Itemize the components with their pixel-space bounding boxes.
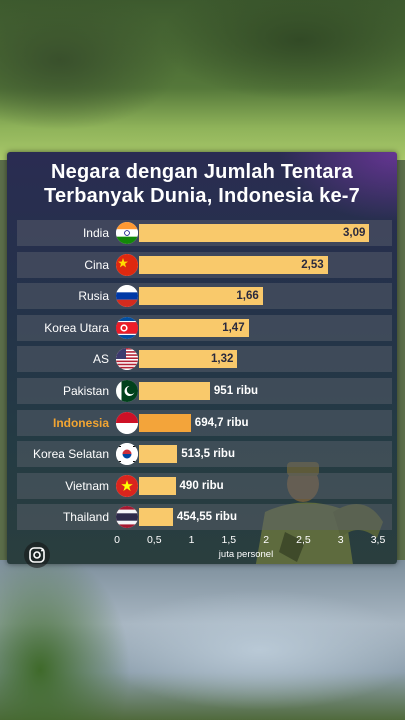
x-tick-label: 3,5 [370,534,386,546]
card-glow [277,152,397,222]
soldier-saluting-image [255,462,383,564]
data-label: 513,5 ribu [181,448,235,461]
category-label: Korea Selatan [32,447,109,462]
pakistan-flag-icon [116,380,138,402]
bar-row: India 3,09 [17,220,392,246]
category-label: Vietnam [65,478,109,493]
data-label: 694,7 ribu [194,416,249,429]
data-label: 1,32 [211,353,234,366]
category-label: Pakistan [62,384,109,398]
bar-rows: India 3,09 Cina 2,53 Rusia 1,66 Korea Utara 1,4… [7,152,397,564]
bar-row: Korea Utara 1,47 [17,314,392,341]
x-tick-label: 1 [188,534,195,546]
x-tick-label: 1,5 [221,534,237,546]
india-flag-icon [116,222,138,244]
chart-card: Negara dengan Jumlah Tentara Terbanyak D… [7,152,397,564]
category-label: AS [92,352,109,367]
data-label: 454,55 ribu [176,511,237,524]
south-korea-flag-icon [116,443,138,466]
bar [139,318,249,337]
x-axis-label: juta personel [218,549,274,560]
thailand-flag-icon [116,506,138,529]
indonesia-flag-icon [116,411,138,434]
category-label: India [82,226,109,240]
chart-title: Negara dengan Jumlah Tentara Terbanyak D… [7,160,397,208]
chart-title-line-2: Terbanyak Dunia, Indonesia ke-7 [44,185,360,207]
bar-row: Rusia 1,66 [17,283,392,310]
bar [139,476,176,495]
bar-row: Pakistan 951 ribu [17,378,392,404]
usa-flag-icon [116,348,138,371]
category-label: Rusia [78,289,109,304]
chart-title-line-1: Negara dengan Jumlah Tentara [51,161,353,183]
background-top-photo [0,0,405,160]
background-bottom-photo [0,560,405,720]
bar [139,445,178,464]
bar [139,382,210,400]
russia-flag-icon [116,285,138,308]
x-tick-label: 3 [337,534,344,546]
category-label: Indonesia [52,415,109,430]
bar [139,224,370,242]
china-flag-icon [116,253,138,276]
data-label: 490 ribu [179,479,224,492]
bar-row: Indonesia 694,7 ribu [17,409,392,436]
bar [139,255,328,274]
vietnam-flag-icon [116,474,138,497]
bar [139,350,238,369]
bar [139,413,191,432]
data-label: 2,53 [301,258,324,271]
x-tick-label: 2,5 [296,534,311,546]
bar-row: Thailand 454,55 ribu [17,504,392,531]
bar-row: Korea Selatan 513,5 ribu [17,441,392,468]
bar [139,508,173,527]
lens-camera-icon[interactable] [24,542,50,568]
category-label: Korea Utara [44,320,109,335]
data-label: 951 ribu [213,385,259,397]
bar-row: AS 1,32 [17,346,392,373]
bar-row: Cina 2,53 [17,251,392,278]
category-label: Thailand [62,510,109,525]
data-label: 3,09 [343,227,366,239]
data-label: 1,47 [222,321,245,334]
north-korea-flag-icon [116,316,138,339]
category-label: Cina [84,257,109,272]
x-tick-label: 0 [114,534,120,546]
data-label: 1,66 [236,290,259,303]
x-tick-label: 2 [263,534,270,546]
bar-row: Vietnam 490 ribu [17,472,392,499]
x-tick-label: 0,5 [146,534,162,546]
bar [139,287,263,306]
